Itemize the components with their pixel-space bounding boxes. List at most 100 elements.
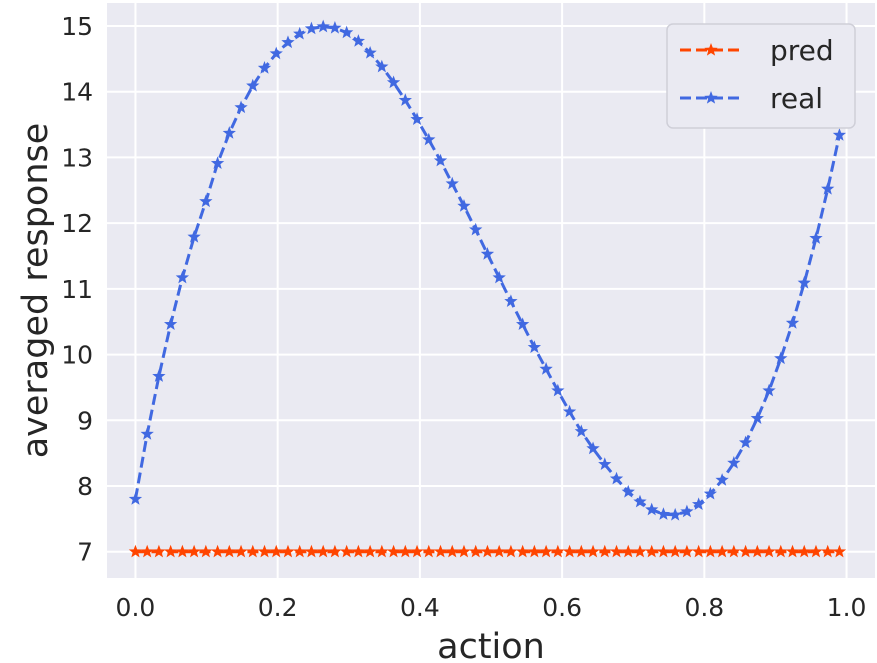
data-point-real xyxy=(515,317,530,331)
data-point-real xyxy=(492,270,506,284)
data-point-pred xyxy=(832,544,847,558)
data-point-pred xyxy=(152,544,166,558)
data-point-pred xyxy=(386,544,401,558)
series-real xyxy=(128,19,847,521)
data-point-real xyxy=(551,383,565,397)
data-point-pred xyxy=(727,544,741,558)
data-point-pred xyxy=(222,544,236,558)
y-tick-label: 15 xyxy=(61,12,93,41)
grid-lines xyxy=(107,3,875,578)
data-point-pred xyxy=(527,544,542,558)
data-point-pred xyxy=(480,544,495,558)
data-point-pred xyxy=(163,544,178,558)
data-point-pred xyxy=(175,544,190,558)
data-point-real xyxy=(163,317,178,331)
data-point-real xyxy=(316,19,330,33)
data-point-pred xyxy=(457,544,471,558)
series-layer xyxy=(128,19,847,558)
data-point-pred xyxy=(680,544,694,558)
data-point-pred xyxy=(410,544,424,558)
data-point-real xyxy=(257,61,272,74)
data-point-real xyxy=(598,457,612,470)
data-point-pred xyxy=(668,544,682,558)
data-point-pred xyxy=(128,544,143,558)
x-tick-label: 0.6 xyxy=(542,593,582,622)
data-point-real xyxy=(457,199,471,212)
data-point-pred xyxy=(328,544,342,558)
data-point-pred xyxy=(351,544,366,558)
legend-marker-real xyxy=(704,91,718,104)
data-point-pred xyxy=(691,544,706,558)
y-tick-label: 14 xyxy=(61,78,93,107)
data-point-pred xyxy=(293,544,307,558)
data-point-pred xyxy=(492,544,506,558)
data-point-real xyxy=(821,181,835,195)
data-point-real xyxy=(691,497,706,511)
data-point-pred xyxy=(656,544,671,558)
data-point-pred xyxy=(598,544,612,558)
data-point-real xyxy=(222,126,236,139)
data-point-pred xyxy=(562,544,577,558)
data-point-pred xyxy=(363,544,377,558)
y-tick-label: 7 xyxy=(77,538,93,567)
data-point-pred xyxy=(316,544,330,558)
data-point-pred xyxy=(210,544,225,558)
data-point-pred xyxy=(515,544,530,558)
data-point-real xyxy=(339,25,354,39)
data-point-real xyxy=(210,156,225,170)
series-pred xyxy=(128,544,847,558)
legend-label-pred: pred xyxy=(770,34,834,67)
data-point-pred xyxy=(574,544,588,558)
data-point-real xyxy=(750,411,764,424)
y-tick-label: 10 xyxy=(61,341,93,370)
data-point-real xyxy=(562,404,577,418)
data-point-real xyxy=(832,128,847,141)
data-point-real xyxy=(656,507,671,520)
x-tick-label: 0.4 xyxy=(400,593,440,622)
data-point-real xyxy=(187,229,201,243)
data-point-real xyxy=(715,473,729,486)
data-point-real xyxy=(175,270,190,284)
data-point-real xyxy=(398,93,412,106)
data-point-pred xyxy=(269,544,283,558)
data-point-real xyxy=(809,231,823,244)
legend-item-pred: pred xyxy=(680,34,834,67)
data-point-real xyxy=(645,502,659,516)
y-tick-labels: 7 8 9 10 11 12 13 14 15 xyxy=(61,12,93,567)
data-point-pred xyxy=(821,544,835,558)
data-point-pred xyxy=(551,544,565,558)
data-point-pred xyxy=(797,544,811,558)
x-tick-label: 0.8 xyxy=(684,593,724,622)
data-point-real xyxy=(774,351,788,365)
data-point-real xyxy=(797,275,811,289)
data-point-real xyxy=(351,34,366,47)
data-point-real xyxy=(328,20,342,34)
data-point-pred xyxy=(774,544,788,558)
data-point-real xyxy=(445,176,459,190)
data-point-real xyxy=(363,45,377,59)
x-tick-label: 1.0 xyxy=(827,593,867,622)
y-tick-label: 11 xyxy=(61,275,93,304)
legend-label-real: real xyxy=(770,82,823,115)
data-point-real xyxy=(199,194,213,208)
data-point-pred xyxy=(246,544,260,558)
data-point-pred xyxy=(140,544,154,558)
x-tick-label: 0.2 xyxy=(258,593,298,622)
data-point-pred xyxy=(586,544,600,558)
data-point-pred xyxy=(375,544,389,558)
data-point-real xyxy=(269,46,283,60)
legend: pred real xyxy=(666,23,856,129)
data-point-pred xyxy=(621,544,635,558)
data-point-pred xyxy=(199,544,213,558)
data-point-real xyxy=(304,21,319,35)
data-point-real xyxy=(609,471,624,485)
data-point-real xyxy=(633,494,647,508)
data-point-real xyxy=(140,427,154,440)
data-point-pred xyxy=(609,544,624,558)
data-point-pred xyxy=(187,544,201,558)
data-point-real xyxy=(375,59,389,73)
data-point-real xyxy=(480,247,495,260)
y-tick-label: 8 xyxy=(77,472,93,501)
data-point-real xyxy=(621,484,635,498)
